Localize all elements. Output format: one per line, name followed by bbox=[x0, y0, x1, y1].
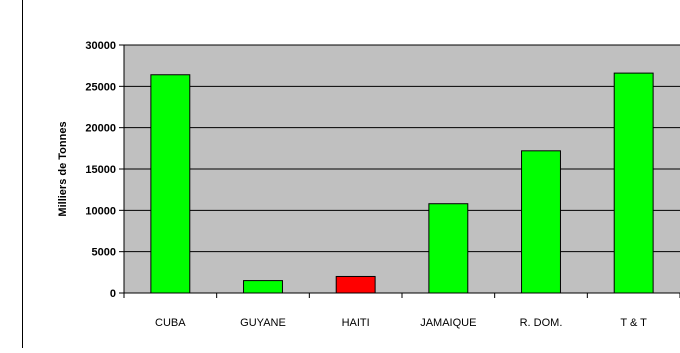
x-category-label: T & T bbox=[620, 317, 647, 329]
bar-guyane bbox=[243, 280, 283, 294]
y-tick-label: 10000 bbox=[85, 205, 116, 217]
x-category-label: CUBA bbox=[155, 317, 186, 329]
y-tick-label: 20000 bbox=[85, 123, 116, 135]
bar-haiti bbox=[335, 275, 376, 294]
y-tick-label: 0 bbox=[110, 288, 116, 300]
x-category-label: R. DOM. bbox=[520, 317, 563, 329]
y-axis-title: Milliers de Tonnes bbox=[57, 121, 69, 216]
x-category-label: HAITI bbox=[342, 317, 370, 329]
bar-jamaique bbox=[428, 203, 469, 294]
bar-t-t bbox=[613, 72, 654, 294]
y-tick-labels: 0 5000 10000 15000 20000 25000 30000 bbox=[85, 40, 116, 300]
y-tick-label: 5000 bbox=[92, 247, 116, 259]
y-tick-label: 25000 bbox=[85, 81, 116, 93]
bar-cuba bbox=[150, 74, 191, 294]
axes bbox=[119, 44, 680, 298]
y-tick-label: 30000 bbox=[85, 40, 116, 52]
y-tick-label: 15000 bbox=[85, 164, 116, 176]
x-category-labels: CUBA GUYANE HAITI JAMAIQUE R. DOM. T & T bbox=[155, 317, 647, 329]
bar-r-dom bbox=[521, 150, 561, 294]
frame-left-border bbox=[22, 0, 23, 348]
bars bbox=[150, 72, 654, 294]
x-category-label: GUYANE bbox=[240, 317, 286, 329]
x-category-label: JAMAIQUE bbox=[420, 317, 476, 329]
gridlines bbox=[124, 44, 680, 253]
